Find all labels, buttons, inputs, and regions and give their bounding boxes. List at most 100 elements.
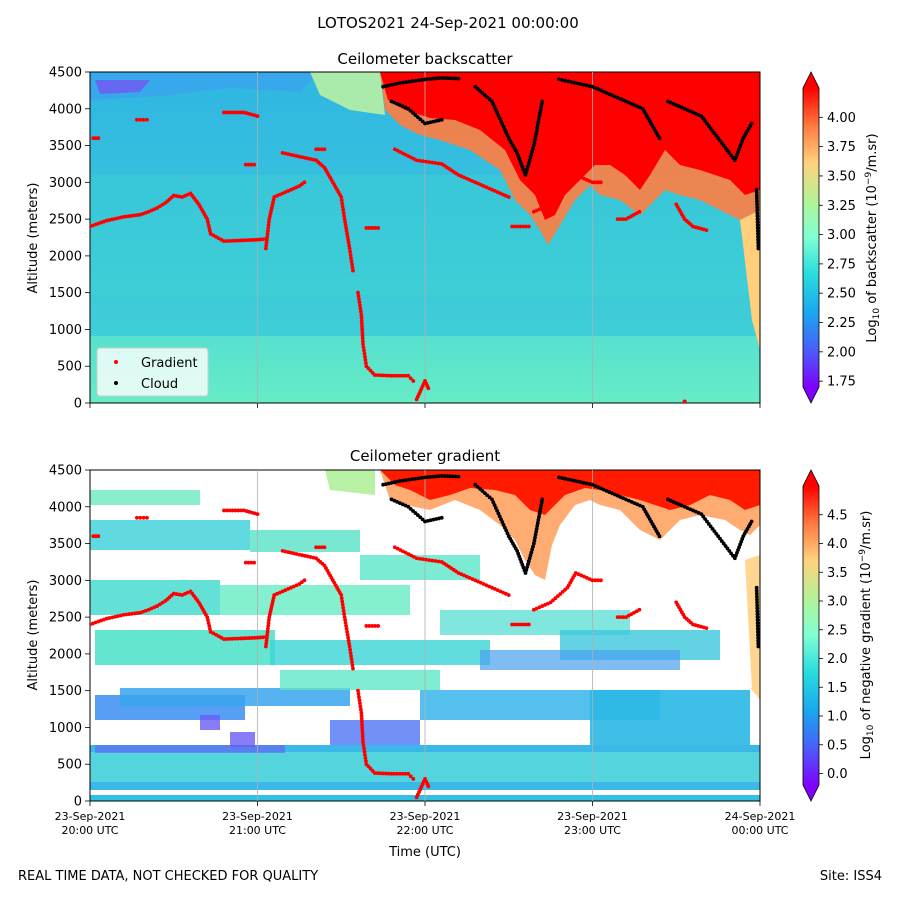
gradient-point [358, 306, 363, 311]
cloud-point [584, 83, 589, 88]
gradient-point [363, 358, 368, 362]
gradient-point [345, 234, 350, 239]
gradient-colorbar: 0.0 0.5 1.0 1.5 2.0 2.5 3.0 3.5 4.0 4.5 Log10 of … [802, 469, 876, 802]
gradient-point [362, 351, 367, 356]
cloud-point [755, 606, 760, 611]
y-tick-label: 4000 [49, 102, 82, 117]
cloud-point [437, 76, 441, 81]
gradient-point [341, 207, 346, 212]
gradient-point [596, 180, 600, 185]
cloud-point [756, 635, 760, 640]
cloud-point [755, 621, 760, 625]
colorbar-tick-label: 3.5 [827, 566, 848, 581]
cloud-point [404, 80, 409, 85]
gradient-point [351, 666, 355, 671]
y-tick-label: 500 [57, 758, 82, 773]
cloud-point [539, 105, 544, 110]
gradient-point [343, 223, 348, 227]
cloud-point [749, 519, 754, 524]
gradient-point [349, 259, 354, 264]
cloud-point [575, 479, 580, 484]
gradient-point [433, 161, 438, 165]
gradient-point [233, 110, 238, 115]
gradient-point [349, 256, 353, 260]
cloud-point [526, 559, 531, 564]
colorbar-tick-label: 3.25 [827, 199, 856, 214]
backscatter-x-axis [89, 403, 761, 408]
gradient-point [345, 231, 350, 236]
gradient-point [506, 195, 511, 199]
cloud-point [581, 82, 586, 87]
cloud-point [535, 521, 540, 525]
x-tick-label-time: 20:00 UTC [61, 824, 118, 837]
cloud-point [456, 76, 461, 81]
gradient-point [408, 376, 413, 381]
gradient-point [375, 373, 380, 378]
gradient-point [345, 629, 350, 634]
gradient-point [347, 243, 352, 248]
colorbar-tick-label: 2.5 [827, 623, 848, 638]
y-tick-label: 1500 [49, 286, 82, 301]
cloud-point [755, 196, 759, 201]
cloud-point [404, 478, 409, 483]
gradient-point [363, 354, 367, 359]
cloud-point [533, 532, 538, 537]
gradient-point [411, 777, 416, 781]
cloud-point [527, 158, 532, 163]
gradient-point [406, 771, 411, 776]
gradient-point [421, 159, 425, 164]
cloud-point [755, 609, 760, 614]
gradient-point [427, 558, 432, 563]
gradient-point [124, 214, 129, 219]
gradient-point [263, 644, 268, 649]
cloud-point [533, 535, 537, 540]
gradient-point [637, 607, 642, 612]
gradient-point [593, 578, 598, 583]
gradient-point [155, 604, 159, 608]
gradient-point [360, 737, 365, 742]
gradient-point [238, 636, 243, 641]
gradient-point [358, 303, 362, 308]
gradient-point [160, 202, 165, 207]
cloud-point [439, 75, 444, 80]
cloud-point [530, 547, 535, 552]
cloud-point [530, 149, 535, 154]
gradient-point [430, 558, 435, 563]
cloud-point [532, 140, 537, 145]
gradient-point [372, 373, 377, 377]
cloud-point [527, 556, 532, 561]
gradient-point [359, 315, 364, 320]
gradient-point [521, 622, 526, 627]
gradient-point [403, 373, 408, 378]
gradient-point [157, 602, 162, 607]
gradient-point [241, 636, 246, 641]
x-tick-label-date: 23-Sep-2021 [55, 810, 126, 823]
gradient-point [344, 624, 349, 628]
gradient-point [319, 147, 324, 152]
cloud-point [493, 506, 498, 510]
gradient-point [261, 635, 265, 640]
gradient-point [524, 224, 528, 229]
cloud-point [539, 503, 544, 508]
gradient-point [342, 214, 347, 218]
cloud-point [437, 474, 441, 479]
cloud-point [490, 497, 494, 502]
gradient-point [227, 508, 232, 513]
gradient-y-label: Altitude (meters) [26, 580, 41, 691]
gradient-point [361, 342, 365, 347]
gradient-point [421, 557, 425, 562]
gradient-point [224, 110, 229, 115]
gradient-point [96, 136, 101, 141]
cloud-point [531, 544, 535, 549]
gradient-point [205, 615, 210, 620]
gradient-point [411, 379, 416, 383]
gradient-point [590, 180, 595, 185]
backscatter-y-label: Altitude (meters) [26, 183, 41, 294]
gradient-point [236, 110, 241, 115]
cloud-point [755, 624, 760, 628]
gradient-point [246, 162, 251, 167]
cloud-point [538, 108, 543, 113]
x-axis-label: Time (UTC) [388, 845, 461, 860]
gradient-point [302, 180, 307, 185]
cloud-point [431, 76, 436, 81]
